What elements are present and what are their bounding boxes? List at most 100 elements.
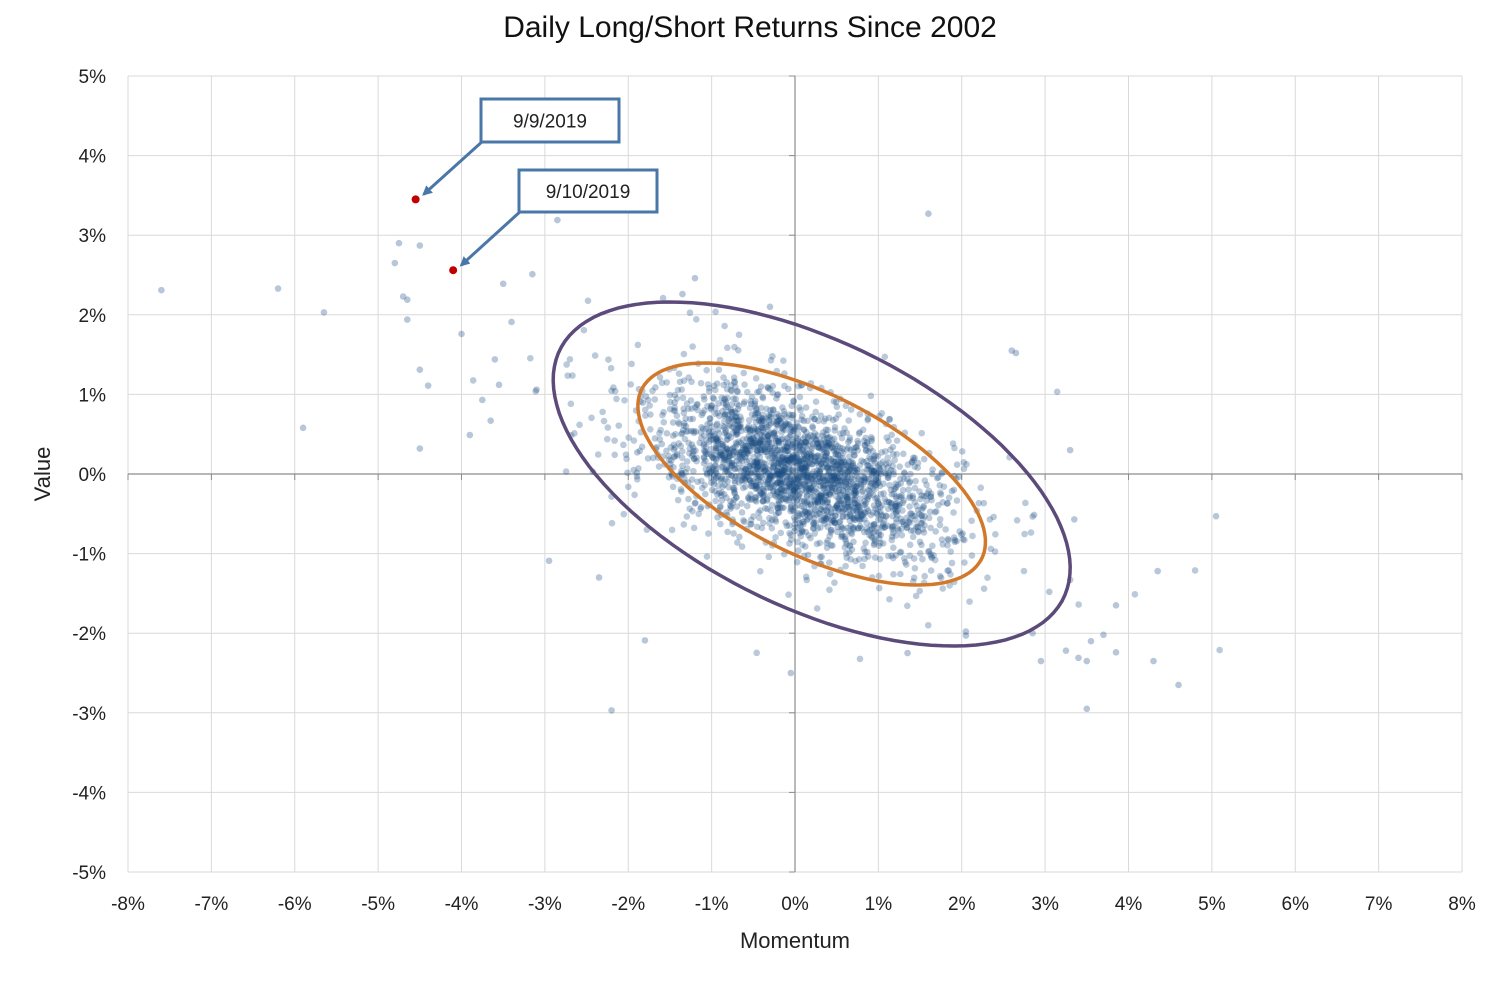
data-point	[845, 549, 853, 556]
data-point	[852, 491, 860, 499]
data-point	[776, 476, 784, 483]
data-point	[844, 469, 851, 476]
data-point	[466, 431, 474, 439]
data-point	[854, 482, 861, 490]
data-point	[829, 476, 836, 484]
data-point	[802, 442, 809, 450]
data-point	[781, 479, 788, 486]
data-point	[646, 426, 654, 433]
data-point	[773, 487, 781, 495]
data-point	[960, 459, 968, 466]
data-point	[836, 518, 843, 526]
data-point	[729, 484, 737, 492]
data-point	[951, 538, 959, 546]
data-point	[814, 457, 822, 465]
data-point	[692, 499, 699, 507]
data-point	[801, 464, 809, 471]
data-point	[709, 394, 717, 402]
data-point	[862, 434, 870, 442]
data-point	[569, 372, 576, 379]
data-point	[945, 567, 953, 574]
data-point	[703, 450, 710, 458]
data-point	[748, 479, 755, 487]
data-point	[705, 427, 713, 434]
data-point	[868, 435, 876, 443]
data-point	[757, 446, 765, 454]
data-point	[669, 432, 677, 439]
data-point	[878, 449, 886, 456]
data-point	[898, 492, 905, 499]
data-point	[727, 406, 735, 413]
data-point	[599, 408, 606, 416]
data-point	[721, 411, 729, 418]
data-point	[671, 399, 678, 406]
data-point	[797, 441, 804, 449]
data-point	[944, 567, 951, 574]
data-point	[666, 398, 674, 406]
data-point	[669, 419, 677, 426]
data-point	[815, 463, 823, 470]
data-point	[713, 469, 720, 477]
data-point	[731, 408, 739, 415]
data-point	[753, 463, 761, 470]
data-point	[850, 496, 858, 503]
data-point	[819, 475, 827, 482]
data-point	[603, 435, 611, 443]
data-point	[861, 510, 869, 517]
data-point	[738, 477, 745, 484]
data-point	[658, 440, 666, 448]
data-point	[842, 562, 849, 570]
data-point	[869, 534, 876, 541]
data-point	[809, 470, 816, 478]
data-point	[839, 429, 847, 437]
data-point	[867, 466, 875, 474]
data-point	[775, 459, 783, 467]
data-point	[868, 479, 876, 487]
data-point	[749, 461, 757, 469]
data-point	[698, 411, 706, 419]
data-point	[734, 417, 741, 425]
data-point	[731, 477, 739, 484]
data-point	[850, 489, 858, 497]
data-point	[571, 430, 578, 437]
data-point	[923, 497, 930, 504]
data-point	[710, 471, 718, 479]
data-point	[622, 451, 630, 458]
data-point	[921, 521, 928, 529]
data-point	[875, 531, 882, 539]
data-point	[1075, 654, 1082, 662]
data-point	[831, 485, 839, 492]
data-point	[817, 453, 824, 460]
data-point	[892, 532, 900, 539]
data-point	[817, 478, 825, 486]
data-point	[741, 453, 749, 461]
data-point	[833, 448, 841, 455]
data-point	[777, 480, 785, 488]
data-point	[798, 464, 806, 472]
data-point	[805, 485, 813, 492]
data-point	[787, 669, 795, 677]
data-point	[904, 602, 911, 610]
data-point	[975, 499, 983, 507]
data-point	[670, 407, 678, 414]
data-point	[778, 491, 786, 498]
data-point	[704, 450, 712, 457]
data-point	[807, 484, 815, 492]
data-point	[722, 404, 730, 412]
data-point	[712, 462, 719, 469]
data-point	[753, 457, 760, 465]
data-point	[712, 404, 719, 412]
data-point	[625, 483, 632, 491]
data-point	[786, 456, 794, 464]
data-point	[944, 536, 952, 544]
data-point	[815, 444, 823, 451]
data-point	[781, 411, 788, 418]
data-point	[841, 501, 848, 509]
data-point	[788, 471, 795, 479]
data-point	[746, 426, 754, 434]
data-point	[729, 445, 736, 453]
data-point	[852, 489, 860, 497]
data-point	[838, 459, 846, 467]
data-point	[810, 432, 817, 440]
data-point	[787, 503, 795, 511]
